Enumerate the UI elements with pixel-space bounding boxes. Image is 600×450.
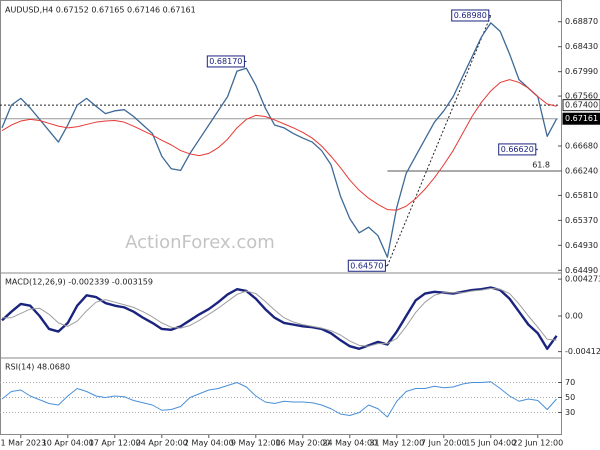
label-box	[3, 361, 73, 373]
y-tick-label: -0.004128	[565, 347, 600, 356]
annotation-label: 0.66620	[501, 145, 534, 154]
y-tick-label: 0.004273	[565, 275, 600, 284]
x-tick-label: 10 Apr 04:00	[42, 439, 94, 448]
trendline	[386, 15, 492, 266]
watermark: ActionForex.com	[125, 232, 275, 253]
label-box	[498, 143, 537, 156]
series-line	[2, 287, 557, 347]
y-tick-label: 0.67990	[565, 67, 598, 76]
annotation-label: 0.68170	[209, 57, 242, 66]
x-tick-label: 31 May 12:00	[369, 439, 424, 448]
panel-title: MACD(12,26,9) -0.002339 -0.003159	[5, 278, 153, 287]
x-tick-label: 15 Jun 04:00	[465, 439, 516, 448]
x-tick-label: 16 May 20:00	[275, 439, 330, 448]
y-tick-label: 0.68430	[565, 42, 598, 51]
x-tick-label: 31 Mar 2023	[0, 439, 46, 448]
y-tick-label: 0.66680	[565, 142, 598, 151]
y-tick-label: 50	[565, 393, 575, 402]
current-price-label: 0.67161	[565, 114, 598, 123]
y-tick-label: 30	[565, 408, 575, 417]
panel-title: AUDUSD,H4 0.67152 0.67165 0.67146 0.6716…	[5, 6, 196, 15]
y-tick-label: 0.64490	[565, 266, 598, 275]
label-box	[347, 259, 386, 272]
y-tick-label: 0.65810	[565, 191, 598, 200]
fib-label: 61.8	[532, 160, 550, 169]
series-line	[1, 22, 558, 258]
annotation-label: 0.64570	[350, 261, 383, 270]
panel-title: RSI(14) 48.0680	[5, 363, 70, 372]
y-tick-label: 0.00	[565, 312, 583, 321]
label-box	[3, 4, 198, 16]
x-tick-label: 24 Apr 20:00	[136, 439, 188, 448]
y-tick-label: 0.67560	[565, 92, 598, 101]
x-tick-label: 2 May 04:00	[184, 439, 234, 448]
y-tick-label: 0.64930	[565, 241, 598, 250]
plot-frame	[0, 0, 562, 435]
y-tick-label: 0.65370	[565, 216, 598, 225]
label-box	[562, 99, 600, 112]
x-tick-label: 17 Apr 12:00	[89, 439, 141, 448]
y-tick-label: 0.68870	[565, 17, 598, 26]
label-box	[451, 9, 490, 22]
label-box	[3, 276, 155, 288]
label-box	[206, 55, 245, 68]
x-tick-label: 9 May 12:00	[231, 439, 281, 448]
x-tick-label: 24 May 04:00	[322, 439, 377, 448]
series-line	[1, 286, 558, 350]
x-tick-label: 22 Jun 12:00	[512, 439, 563, 448]
level-label: 0.67400	[565, 101, 598, 110]
y-tick-label: 70	[565, 378, 575, 387]
label-box	[562, 112, 600, 125]
series-line	[1, 381, 557, 418]
series-line	[1, 79, 557, 211]
annotation-label: 0.68980	[454, 11, 487, 20]
y-tick-label: 0.66240	[565, 166, 598, 175]
x-tick-label: 7 Jun 20:00	[421, 439, 467, 448]
